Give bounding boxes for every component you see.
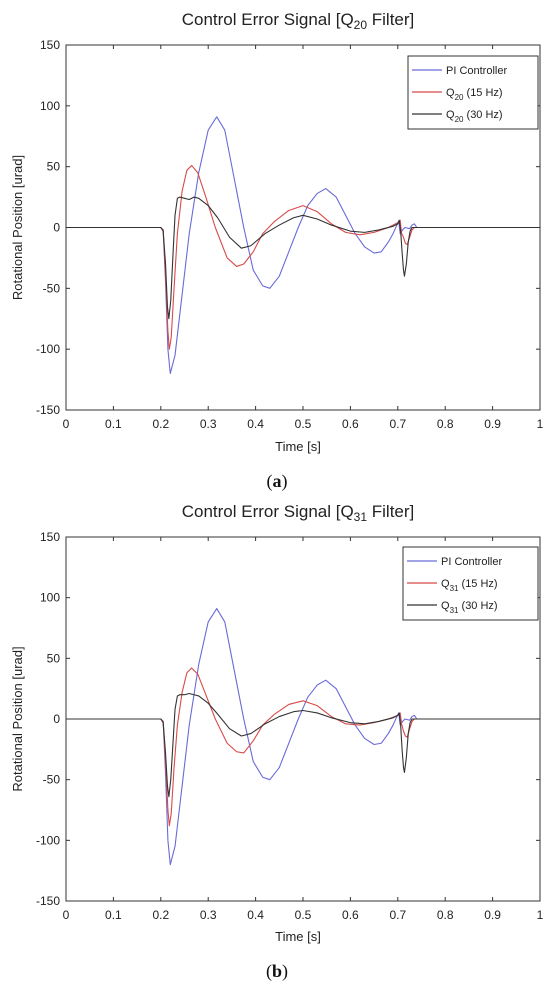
legend-box bbox=[402, 546, 539, 621]
y-tick-label: 100 bbox=[40, 591, 60, 605]
y-tick-label: -50 bbox=[43, 773, 61, 787]
text-part-post: (30 Hz) bbox=[463, 109, 502, 121]
legend-entry-1: Q31 (15 Hz) bbox=[441, 578, 498, 593]
series-line-1 bbox=[66, 667, 540, 827]
x-tick-label: 0 bbox=[63, 417, 70, 431]
series-line-0 bbox=[66, 116, 540, 375]
text-part-subscript: 20 bbox=[354, 18, 368, 32]
x-tick-label: 0.2 bbox=[152, 908, 169, 922]
legend-entry-0: PI Controller bbox=[441, 556, 502, 568]
x-tick-label: 0.9 bbox=[484, 908, 501, 922]
y-tick-label: -100 bbox=[36, 833, 60, 847]
y-tick-label: 0 bbox=[53, 712, 60, 726]
x-tick-label: 0.5 bbox=[295, 908, 312, 922]
caption-open: ( bbox=[266, 961, 272, 982]
x-tick-label: 0.7 bbox=[389, 908, 406, 922]
x-tick-label: 0.9 bbox=[484, 417, 501, 431]
text-part-subscript: 31 bbox=[354, 510, 368, 524]
x-axis-label: Time [s] bbox=[275, 929, 321, 944]
y-tick-label: 0 bbox=[53, 221, 60, 235]
y-tick-label: 150 bbox=[40, 530, 60, 544]
text-part-pre: PI Controller bbox=[446, 65, 507, 77]
text-part-post: Filter] bbox=[367, 10, 414, 29]
text-part-subscript: 20 bbox=[455, 93, 464, 102]
text-part-subscript: 31 bbox=[450, 606, 459, 615]
text-part-subscript: 20 bbox=[455, 115, 464, 124]
x-tick-label: 0.1 bbox=[105, 417, 122, 431]
text-part-pre: PI Controller bbox=[441, 556, 502, 568]
y-axis-label: Rotational Position [urad] bbox=[10, 155, 25, 300]
x-tick-label: 0.2 bbox=[152, 417, 169, 431]
x-tick-label: 0.4 bbox=[247, 417, 264, 431]
text-part-pre: Q bbox=[446, 109, 455, 121]
text-part-pre: Q bbox=[446, 87, 455, 99]
text-part-post: (15 Hz) bbox=[458, 578, 497, 590]
y-tick-label: 50 bbox=[47, 651, 61, 665]
series-line-1 bbox=[66, 164, 540, 350]
chart-title: Control Error Signal [Q20 Filter] bbox=[182, 10, 415, 32]
x-tick-label: 0.4 bbox=[247, 908, 264, 922]
chart-title: Control Error Signal [Q31 Filter] bbox=[182, 502, 415, 524]
y-tick-label: -100 bbox=[36, 342, 60, 356]
legend-entry-2: Q20 (30 Hz) bbox=[446, 109, 503, 124]
series-line-2 bbox=[66, 692, 540, 798]
x-tick-label: 0 bbox=[63, 908, 70, 922]
caption-close: ) bbox=[282, 471, 288, 492]
x-tick-label: 1 bbox=[537, 908, 544, 922]
y-tick-label: 150 bbox=[40, 38, 60, 52]
y-tick-label: -50 bbox=[43, 281, 61, 295]
caption-letter: a bbox=[273, 471, 282, 491]
x-tick-label: 0.7 bbox=[389, 417, 406, 431]
x-tick-label: 1 bbox=[537, 417, 544, 431]
panel-caption: (b) bbox=[266, 961, 288, 982]
y-axis-label: Rotational Position [urad] bbox=[10, 646, 25, 791]
x-tick-label: 0.6 bbox=[342, 417, 359, 431]
y-tick-label: 50 bbox=[47, 160, 61, 174]
chart-panel-a: Control Error Signal [Q20 Filter]0 0.1 0.2… bbox=[10, 10, 544, 492]
y-tick-label: 100 bbox=[40, 99, 60, 113]
y-tick-label: -150 bbox=[36, 403, 60, 417]
text-part-pre: Control Error Signal [Q bbox=[182, 502, 354, 521]
x-tick-label: 0.3 bbox=[200, 417, 217, 431]
caption-close: ) bbox=[282, 961, 288, 982]
text-part-pre: Control Error Signal [Q bbox=[182, 10, 354, 29]
text-part-subscript: 31 bbox=[450, 584, 459, 593]
x-tick-label: 0.8 bbox=[437, 908, 454, 922]
y-tick-label: -150 bbox=[36, 894, 60, 908]
x-tick-label: 0.3 bbox=[200, 908, 217, 922]
panel-caption: (a) bbox=[267, 471, 288, 492]
text-part-post: (15 Hz) bbox=[463, 87, 502, 99]
series-line-0 bbox=[66, 608, 540, 866]
chart-panel-b: Control Error Signal [Q31 Filter]0 0.1 0.2… bbox=[10, 502, 544, 982]
legend-entry-2: Q31 (30 Hz) bbox=[441, 600, 498, 615]
caption-letter: b bbox=[272, 961, 282, 981]
caption-open: ( bbox=[267, 471, 273, 492]
text-part-pre: Q bbox=[441, 578, 450, 590]
series-group bbox=[66, 608, 540, 866]
x-tick-label: 0.5 bbox=[295, 417, 312, 431]
legend-entry-1: Q20 (15 Hz) bbox=[446, 87, 503, 102]
series-group bbox=[66, 116, 540, 375]
x-axis-label: Time [s] bbox=[275, 439, 321, 454]
x-tick-label: 0.1 bbox=[105, 908, 122, 922]
legend-entry-0: PI Controller bbox=[446, 65, 507, 77]
series-line-2 bbox=[66, 196, 540, 320]
text-part-pre: Q bbox=[441, 600, 450, 612]
x-tick-label: 0.6 bbox=[342, 908, 359, 922]
x-tick-label: 0.8 bbox=[437, 417, 454, 431]
text-part-post: Filter] bbox=[367, 502, 414, 521]
text-part-post: (30 Hz) bbox=[458, 600, 497, 612]
